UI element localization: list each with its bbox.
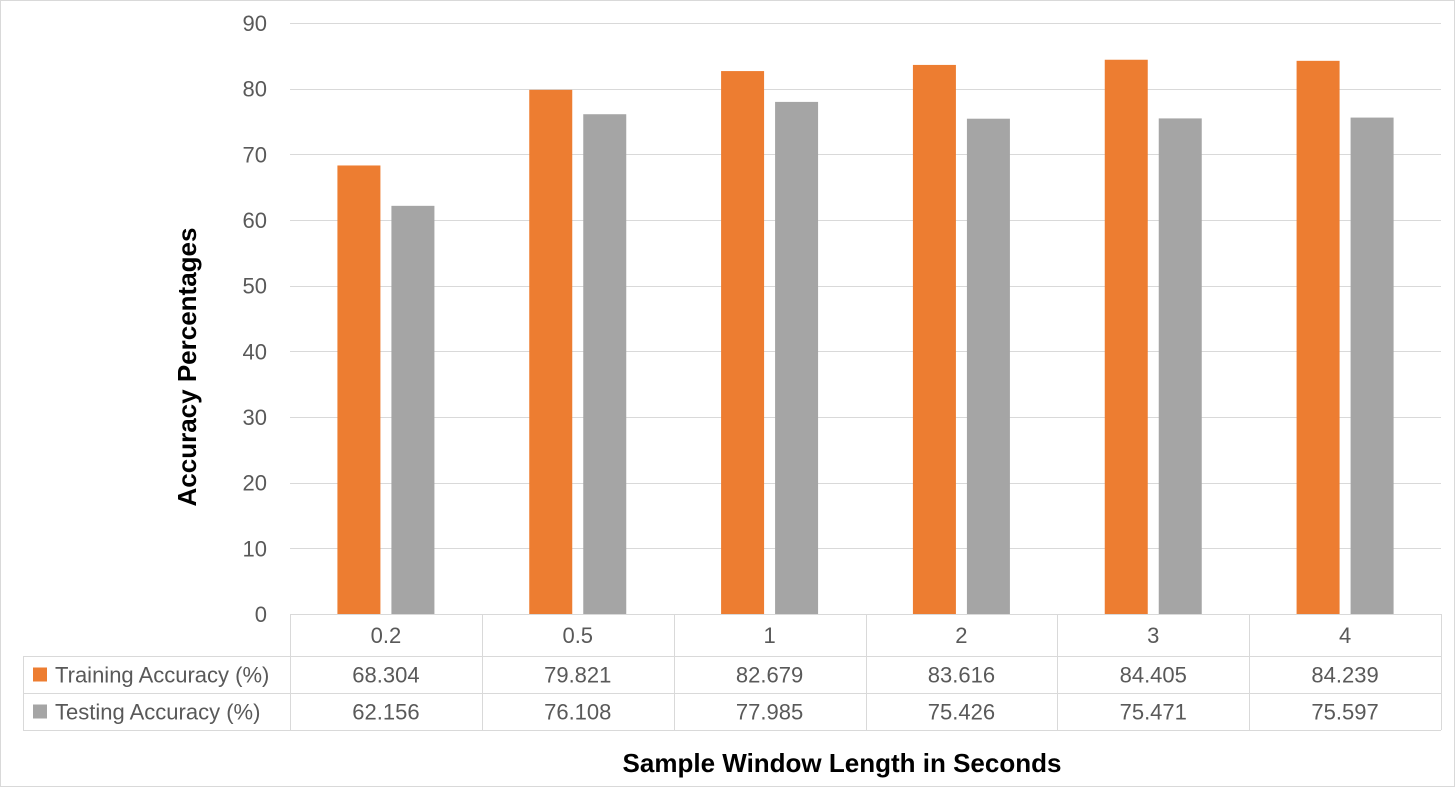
table-value: 68.304 — [352, 663, 419, 688]
y-tick-label: 20 — [243, 471, 267, 496]
x-tick-label: 0.5 — [562, 623, 593, 648]
bar-testing-5 — [1350, 117, 1394, 614]
bar-training-5 — [1296, 60, 1340, 614]
legend-key-training — [33, 667, 47, 682]
y-tick-label: 40 — [243, 339, 267, 364]
y-axis-ticks: 0 10 20 30 40 50 60 70 80 90 — [243, 11, 267, 627]
table-value: 75.426 — [928, 700, 995, 725]
y-tick-label: 80 — [243, 77, 267, 102]
y-tick-label: 90 — [243, 11, 267, 36]
y-tick-label: 50 — [243, 274, 267, 299]
legend-key-testing — [33, 704, 47, 719]
x-tick-label: 4 — [1339, 623, 1351, 648]
y-tick-label: 10 — [243, 536, 267, 561]
table-value: 83.616 — [928, 663, 995, 688]
bar-testing-3 — [966, 118, 1010, 614]
table-value: 82.679 — [736, 663, 803, 688]
table-value: 79.821 — [544, 663, 611, 688]
bar-testing-4 — [1158, 118, 1202, 614]
bar-testing-0 — [391, 205, 435, 614]
bar-training-3 — [912, 64, 956, 614]
y-tick-label: 70 — [243, 142, 267, 167]
legend-label: Testing Accuracy (%) — [55, 700, 260, 725]
table-value: 76.108 — [544, 700, 611, 725]
bar-training-0 — [337, 165, 381, 614]
y-tick-label: 60 — [243, 208, 267, 233]
bar-training-2 — [721, 71, 765, 614]
y-tick-label: 30 — [243, 405, 267, 430]
y-tick-label: 0 — [255, 602, 267, 627]
legend-label: Training Accuracy (%) — [55, 663, 269, 688]
x-tick-label: 1 — [763, 623, 775, 648]
bar-testing-2 — [775, 101, 819, 614]
table-value: 62.156 — [352, 700, 419, 725]
table-value: 84.239 — [1311, 663, 1378, 688]
table-value: 84.405 — [1120, 663, 1187, 688]
x-axis-title: Sample Window Length in Seconds — [623, 748, 1062, 778]
x-tick-label: 3 — [1147, 623, 1159, 648]
data-table: 0.2 0.5 1 2 3 4 Training Accuracy (%) 68.304 79.… — [23, 614, 1442, 731]
table-value: 75.597 — [1311, 700, 1378, 725]
bar-training-4 — [1104, 59, 1148, 615]
x-tick-label: 2 — [955, 623, 967, 648]
x-tick-label: 0.2 — [371, 623, 402, 648]
y-axis-title: Accuracy Percentages — [172, 228, 202, 507]
bars — [337, 59, 1394, 615]
bar-training-1 — [529, 89, 573, 614]
bar-testing-1 — [583, 114, 627, 615]
table-value: 75.471 — [1120, 700, 1187, 725]
gridlines — [290, 23, 1441, 549]
table-value: 77.985 — [736, 700, 803, 725]
